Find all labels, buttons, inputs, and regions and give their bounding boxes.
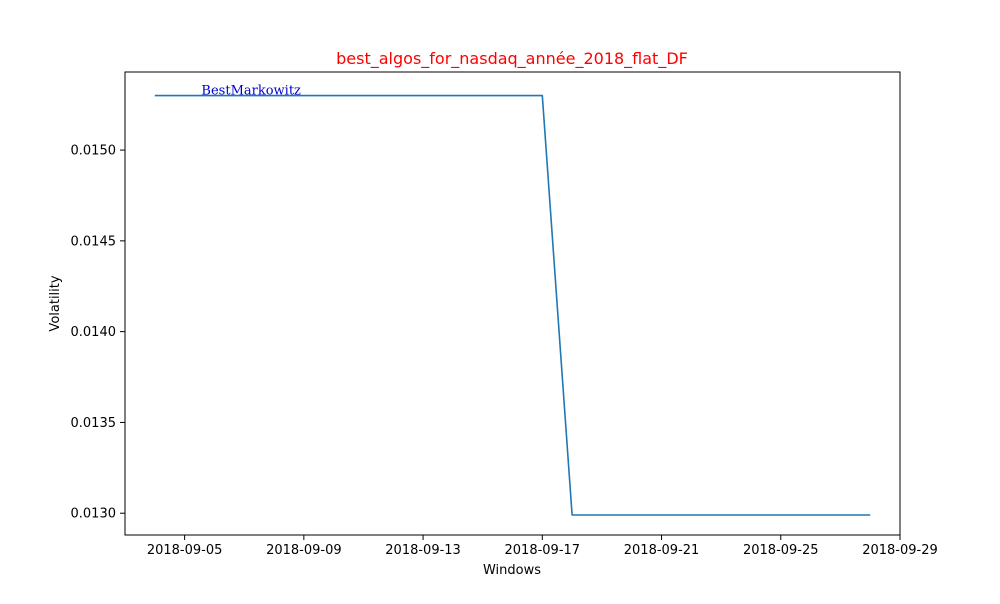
x-tick-label: 2018-09-17 xyxy=(505,543,581,558)
x-tick-label: 2018-09-21 xyxy=(624,543,700,558)
y-tick-label: 0.0140 xyxy=(71,325,117,340)
y-tick-label: 0.0145 xyxy=(71,234,117,249)
y-tick-label: 0.0150 xyxy=(71,144,117,159)
y-tick-label: 0.0130 xyxy=(71,507,117,522)
y-tick-label: 0.0135 xyxy=(71,416,117,431)
x-tick-label: 2018-09-09 xyxy=(266,543,342,558)
y-axis: 0.0130 0.0135 0.0140 0.0145 0.0150 xyxy=(71,144,125,522)
y-axis-label: Volatility xyxy=(48,275,63,331)
series-line xyxy=(154,94,871,516)
annotation-label: BestMarkowitz xyxy=(201,84,301,99)
axes-frame xyxy=(124,71,901,536)
x-tick-label: 2018-09-25 xyxy=(743,543,819,558)
x-tick-label: 2018-09-05 xyxy=(147,543,223,558)
x-axis-label: Windows xyxy=(483,563,541,578)
x-tick-label: 2018-09-29 xyxy=(862,543,938,558)
chart-title: best_algos_for_nasdaq_année_2018_flat_DF xyxy=(336,49,688,69)
x-axis: 2018-09-05 2018-09-09 2018-09-13 2018-09-17… xyxy=(147,535,938,558)
x-tick-label: 2018-09-13 xyxy=(385,543,461,558)
plot-area: BestMarkowitz xyxy=(154,84,871,516)
